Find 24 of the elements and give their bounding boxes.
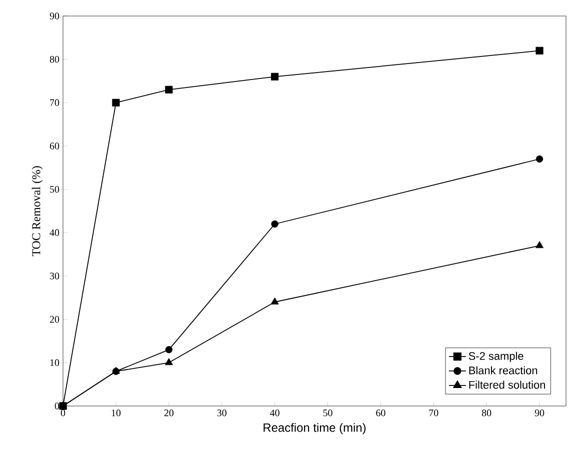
x-tick-label: 0 xyxy=(60,410,66,416)
y-tick-label: 20 xyxy=(50,316,60,323)
x-tick-label: 20 xyxy=(164,410,174,416)
x-tick-label: 70 xyxy=(429,410,438,416)
y-tick-label: 90 xyxy=(50,12,60,20)
x-tick-label: 80 xyxy=(482,410,492,416)
x-tick-label: 30 xyxy=(217,410,226,416)
y-tick-label: 50 xyxy=(50,186,60,193)
y-tick-label: 30 xyxy=(50,272,60,280)
x-tick-label: 10 xyxy=(112,410,121,416)
y-tick-label: 60 xyxy=(50,142,60,150)
x-tick-label: 50 xyxy=(323,410,332,416)
x-tick-label: 40 xyxy=(270,410,280,416)
x-axis-title: Reacfion time (min) xyxy=(264,423,366,434)
y-tick-label: 70 xyxy=(50,99,60,106)
y-tick-label: 80 xyxy=(50,56,60,63)
x-tick-label: 90 xyxy=(534,410,544,416)
y-axis-title: TOC Removal (%) xyxy=(32,166,43,256)
y-tick-label: 40 xyxy=(50,229,60,236)
x-tick-label: 60 xyxy=(376,410,386,416)
y-tick-label: 10 xyxy=(50,359,60,366)
legend-label: Filtered solution xyxy=(469,380,545,389)
legend-label: S-2 sample xyxy=(468,352,524,362)
legend-label: Blank reaction xyxy=(469,366,538,374)
